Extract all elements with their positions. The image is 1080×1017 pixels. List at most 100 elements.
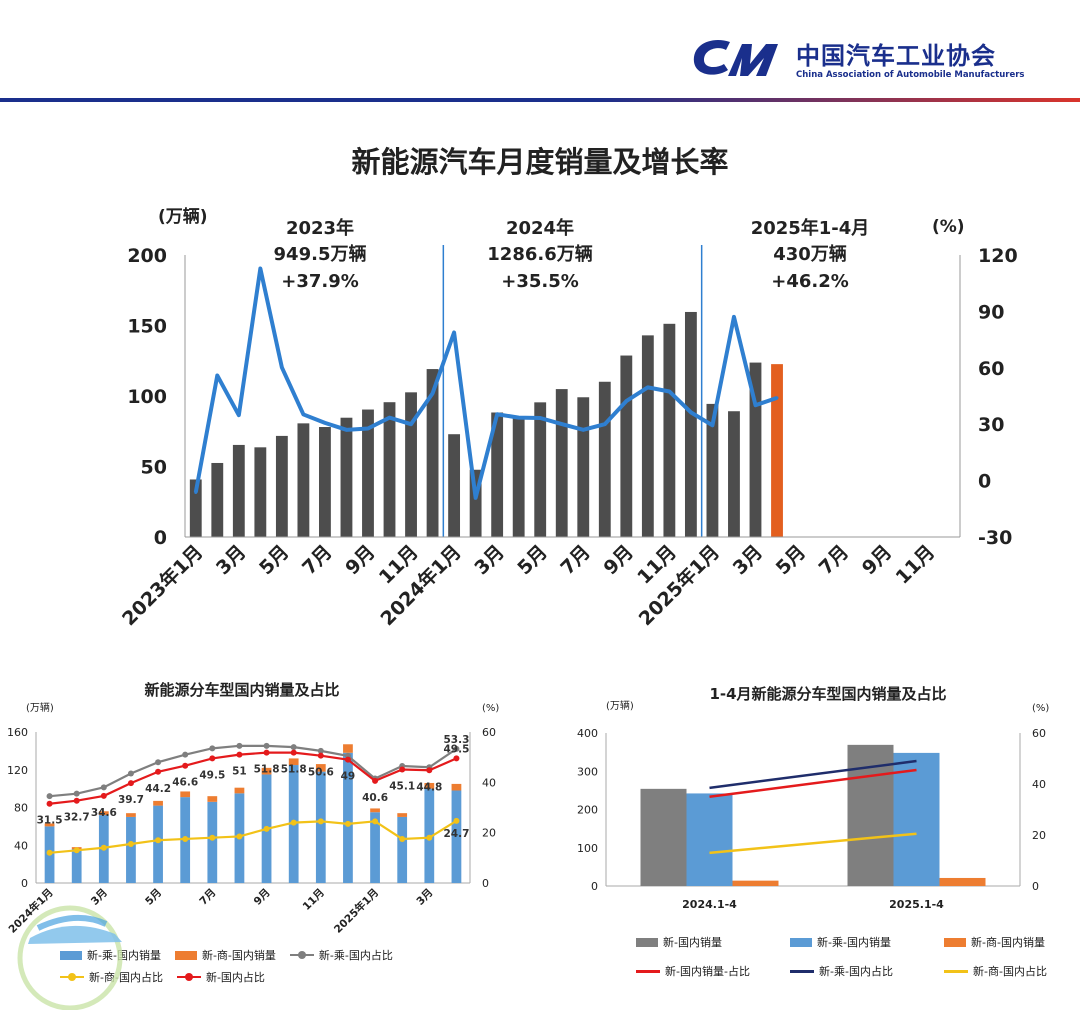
legend-label: 新-国内占比 [205,971,265,984]
commercial-domestic-bar [343,744,353,753]
y-tick-label-left: 300 [577,765,598,778]
growth-rate-point [388,416,392,420]
x-tick-label: 3月 [729,541,767,579]
growth-rate-point [753,403,757,407]
legend-swatch [636,937,658,947]
share-point [100,792,107,799]
share-point [263,749,270,756]
y-tick-label-right: 40 [482,776,496,789]
sales-bar [577,397,590,537]
share-point [399,766,406,773]
legend-swatch [944,937,966,947]
x-tick-label: 11月 [301,887,327,913]
car-badge-icon [17,905,123,1010]
growth-rate-point [538,416,542,420]
sales-bar [491,412,504,537]
share-point [453,817,460,824]
sales-bar [555,389,568,537]
x-tick-label: 5月 [772,541,810,579]
legend-swatch [944,969,968,973]
legend-label: 新-乘-国内占比 [318,949,393,962]
legend-item: 新-乘-国内销量 [790,934,930,950]
growth-rate-point [603,422,607,426]
y-tick-label-left: 120 [7,764,28,777]
x-tick-label: 7月 [197,887,218,908]
y-tick-label-left: 0 [591,880,598,893]
legend-swatch [174,950,197,960]
passenger-domestic-bar [207,801,218,883]
domestic-sales-bar [732,880,779,886]
growth-rate-point [344,428,348,432]
share-point [73,790,80,797]
share-point [290,819,297,826]
y-tick-label-left: 100 [577,842,598,855]
legend-label: 新-商-国内占比 [973,965,1047,978]
y-tick-label-left: 150 [127,316,167,338]
y-tick-label-left: 200 [577,804,598,817]
x-tick-label: 7月 [298,541,336,579]
share-data-label: 40.6 [362,792,388,804]
legend-item: 新-国内销量-占比 [636,963,776,979]
share-data-label: 44.2 [145,783,171,795]
commercial-domestic-bar [207,796,218,802]
share-point [344,820,351,827]
growth-rate-point [366,427,370,431]
legend-swatch [790,937,812,947]
legend-item: 新-商-国内占比 [60,969,163,985]
commercial-domestic-bar [234,787,245,794]
legend-label: 新-国内销量-占比 [665,965,750,978]
x-tick-label: 9月 [252,887,273,908]
sales-bar [749,362,762,537]
share-data-label: 34.6 [91,807,117,819]
share-point [236,833,243,840]
share-point [236,742,243,749]
y-tick-label-right: 30 [978,414,1004,436]
annotation-year: 2024年 [506,217,574,239]
legend-item: 新-乘-国内占比 [289,947,393,963]
growth-rate-point [452,330,456,334]
share-data-label: 31.5 [37,815,63,827]
annotation-growth: +46.2% [771,271,849,292]
share-data-label: 32.7 [64,812,90,824]
annotation-growth: +35.5% [501,271,579,292]
share-line [709,768,917,798]
growth-rate-point [258,267,262,271]
main-chart-title: 新能源汽车月度销量及增长率 [351,145,728,179]
main-chart: 新能源汽车月度销量及增长率 (万辆) (%) 2023年 949.5万辆 +37.9… [117,145,1017,630]
domestic-sales-bar [893,752,940,886]
share-data-label: 51.8 [254,764,280,776]
sales-bar [189,479,202,537]
share-point [317,818,324,825]
growth-rate-point [775,396,779,400]
annotation-volume: 430万辆 [773,243,847,265]
legend-swatch [289,951,314,959]
share-line [709,759,917,790]
passenger-share-end-label: 53.3 [443,734,469,746]
share-data-label: 49.5 [199,769,225,781]
org-name-en: China Association of Automobile Manufact… [796,70,1025,80]
legend-label: 新-国内销量 [663,936,722,949]
legend-label: 新-商-国内占比 [89,971,163,984]
growth-rate-point [560,422,564,426]
share-point [46,793,53,800]
main-ylabel-right: (%) [932,217,965,237]
sales-bar [426,369,439,537]
share-point [209,834,216,841]
share-line [709,832,917,855]
right-ylabel-right: (%) [1032,703,1049,714]
growth-rate-point [474,496,478,500]
growth-rate-line [193,266,778,500]
growth-rate-point [237,413,241,417]
right-ylabel-left: (万辆) [606,699,634,712]
legend-label: 新-乘-国内占比 [819,965,893,978]
growth-rate-point [710,423,714,427]
growth-rate-point [323,421,327,425]
left-chart-title: 新能源分车型国内销量及占比 [144,681,339,699]
sales-bar [620,355,633,537]
commercial-domestic-bar [370,808,380,813]
x-tick-label: 3月 [470,541,508,579]
legend-label: 新-商-国内销量 [971,936,1045,949]
share-data-label: 39.7 [118,794,144,806]
right-legend-row1: 新-国内销量 新-乘-国内销量 新-商-国内销量 [636,934,1066,950]
x-tick-label: 2024.1-4 [682,898,737,911]
